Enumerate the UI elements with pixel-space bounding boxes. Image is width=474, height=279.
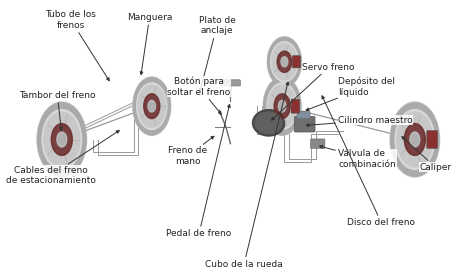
Ellipse shape bbox=[253, 110, 285, 136]
Text: Pedal de freno: Pedal de freno bbox=[166, 104, 232, 238]
Text: Botón para
soltar el freno: Botón para soltar el freno bbox=[167, 77, 231, 114]
Ellipse shape bbox=[272, 44, 297, 80]
Ellipse shape bbox=[144, 94, 160, 119]
Ellipse shape bbox=[149, 102, 155, 110]
Text: Plato de
anclaje: Plato de anclaje bbox=[199, 16, 236, 91]
FancyBboxPatch shape bbox=[297, 112, 310, 119]
Ellipse shape bbox=[268, 85, 296, 127]
Ellipse shape bbox=[267, 37, 301, 87]
Text: Depósito del
líquido: Depósito del líquido bbox=[306, 77, 395, 111]
Ellipse shape bbox=[57, 132, 67, 147]
Ellipse shape bbox=[264, 78, 301, 134]
Ellipse shape bbox=[410, 132, 420, 147]
FancyBboxPatch shape bbox=[291, 99, 300, 113]
Ellipse shape bbox=[267, 83, 297, 129]
FancyBboxPatch shape bbox=[294, 116, 315, 132]
Ellipse shape bbox=[44, 112, 80, 167]
Ellipse shape bbox=[282, 58, 287, 65]
Text: Manguera: Manguera bbox=[127, 13, 172, 74]
Ellipse shape bbox=[58, 134, 65, 145]
Text: Servo freno: Servo freno bbox=[272, 63, 355, 120]
Ellipse shape bbox=[137, 83, 167, 129]
Ellipse shape bbox=[133, 78, 170, 134]
Ellipse shape bbox=[395, 110, 435, 169]
FancyBboxPatch shape bbox=[292, 56, 301, 68]
Ellipse shape bbox=[263, 77, 301, 135]
Ellipse shape bbox=[281, 57, 288, 67]
Ellipse shape bbox=[51, 124, 73, 155]
Ellipse shape bbox=[278, 100, 286, 112]
FancyBboxPatch shape bbox=[427, 131, 438, 148]
FancyBboxPatch shape bbox=[310, 139, 325, 148]
Ellipse shape bbox=[397, 112, 433, 167]
Ellipse shape bbox=[280, 102, 285, 110]
Text: Tubo de los
frenos: Tubo de los frenos bbox=[46, 10, 109, 81]
Ellipse shape bbox=[277, 51, 292, 72]
Ellipse shape bbox=[42, 110, 82, 169]
Ellipse shape bbox=[255, 112, 282, 134]
Ellipse shape bbox=[138, 85, 165, 127]
Text: Cubo de la rueda: Cubo de la rueda bbox=[205, 82, 289, 269]
Ellipse shape bbox=[37, 102, 87, 177]
Text: Freno de
mano: Freno de mano bbox=[168, 136, 214, 166]
Ellipse shape bbox=[133, 77, 171, 135]
Ellipse shape bbox=[268, 37, 301, 86]
Ellipse shape bbox=[411, 134, 419, 145]
Text: Tambor del freno: Tambor del freno bbox=[19, 91, 96, 130]
Text: Válvula de
combinación: Válvula de combinación bbox=[319, 145, 396, 169]
Text: Cilindro maestro: Cilindro maestro bbox=[306, 116, 413, 126]
Text: Disco del freno: Disco del freno bbox=[322, 96, 415, 227]
Ellipse shape bbox=[274, 94, 290, 119]
Ellipse shape bbox=[148, 100, 155, 112]
FancyBboxPatch shape bbox=[220, 80, 240, 86]
Ellipse shape bbox=[38, 103, 86, 176]
Ellipse shape bbox=[404, 124, 425, 155]
Ellipse shape bbox=[390, 102, 439, 177]
Ellipse shape bbox=[391, 103, 439, 176]
Text: Cables del freno
de estacionamiento: Cables del freno de estacionamiento bbox=[6, 131, 119, 185]
Ellipse shape bbox=[271, 42, 298, 82]
Text: Caliper: Caliper bbox=[402, 136, 451, 172]
